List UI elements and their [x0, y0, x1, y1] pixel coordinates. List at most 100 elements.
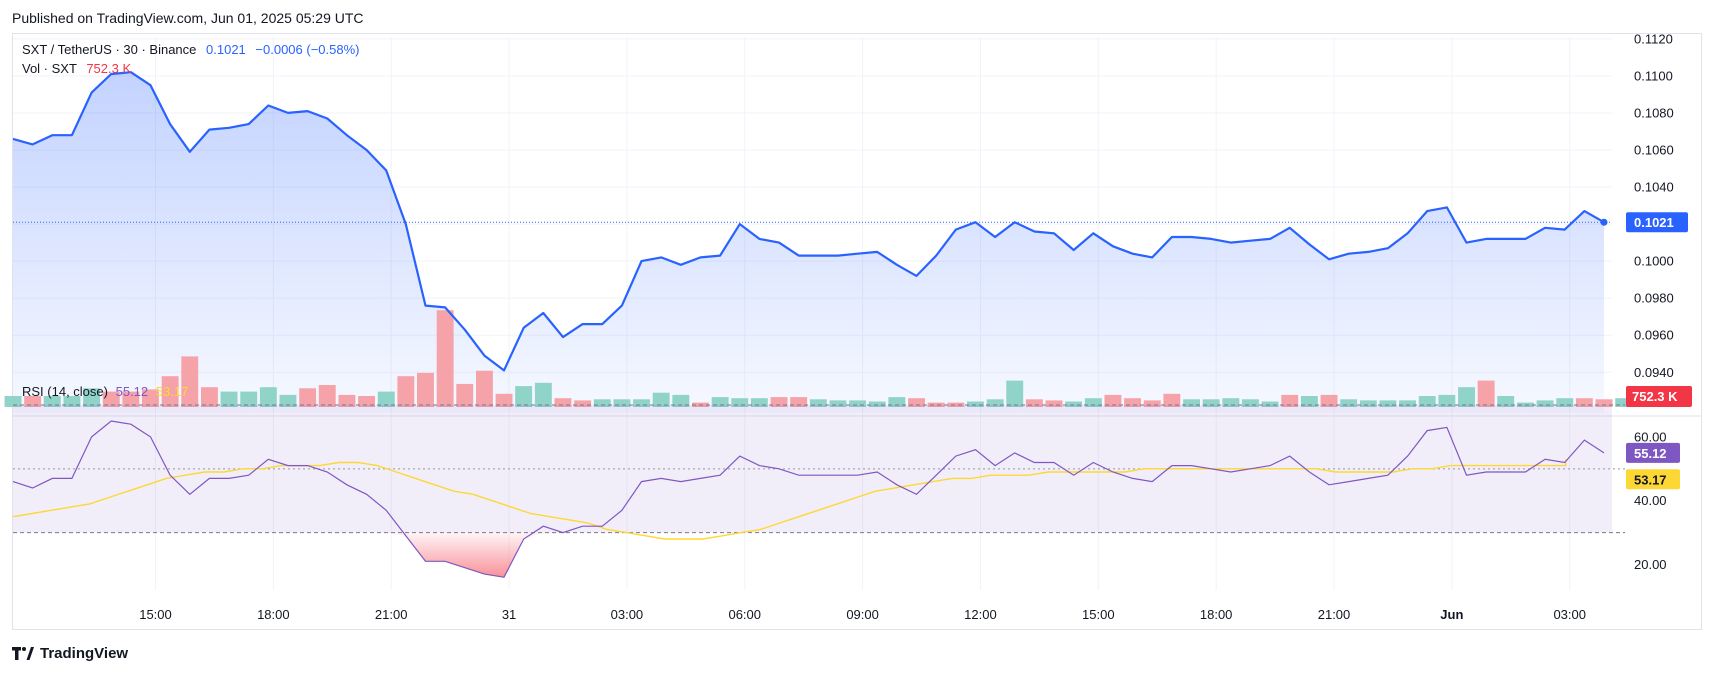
time-axis-tick: 31: [502, 607, 516, 622]
volume-bar: [1438, 394, 1456, 407]
volume-bar: [63, 396, 81, 407]
volume-bar: [299, 388, 317, 407]
volume-bar: [574, 400, 592, 407]
tradingview-logo[interactable]: TradingView: [12, 645, 128, 662]
volume-bar: [1595, 399, 1613, 407]
volume-bar: [1006, 380, 1024, 407]
time-axis-tick: 06:00: [728, 607, 761, 622]
price-axis-tick: 0.1100: [1634, 68, 1673, 83]
volume-legend: Vol · SXT 752.3 K: [22, 61, 131, 76]
volume-bar: [633, 399, 650, 407]
volume-bar: [1575, 398, 1593, 407]
volume-bar: [122, 391, 140, 407]
volume-bar: [750, 398, 768, 407]
volume-bar: [554, 398, 572, 407]
volume-bar: [102, 391, 120, 407]
volume-bar: [1300, 396, 1318, 407]
volume-bar: [1536, 400, 1554, 407]
rsi-line: [12, 420, 1605, 578]
tradingview-logo-icon: [12, 647, 34, 660]
volume-bar: [43, 396, 61, 407]
rsi-axis-tick: 20.00: [1634, 557, 1667, 572]
volume-badge-text: 752.3 K: [1632, 389, 1678, 404]
volume-bar: [770, 397, 788, 407]
volume-bar: [1359, 400, 1377, 407]
volume-bar: [515, 386, 533, 407]
time-axis-tick: 15:00: [1082, 607, 1115, 622]
volume-bar: [1418, 396, 1436, 407]
volume-bar: [456, 383, 474, 407]
chart-frame[interactable]: [12, 33, 1702, 630]
rsi-value-badge: [1626, 442, 1680, 463]
volume-bar: [240, 391, 258, 407]
volume-bar: [1340, 399, 1358, 407]
volume-bar: [967, 401, 984, 407]
volume-bar: [476, 370, 493, 407]
volume-bar: [495, 393, 513, 407]
legend-rsi-value: 55.12: [115, 384, 149, 399]
legend-price: 0.1021: [206, 42, 246, 57]
rsi-axis-tick: 40.00: [1634, 493, 1667, 508]
volume-bar: [1242, 399, 1259, 407]
last-price-dot: [1600, 218, 1608, 226]
volume-bar: [1163, 393, 1181, 407]
volume-bar: [1124, 398, 1141, 407]
rsi-axis-tick: 60.00: [1634, 429, 1667, 444]
volume-bar: [1320, 394, 1338, 407]
volume-bar: [279, 394, 297, 407]
time-axis-tick: 12:00: [964, 607, 997, 622]
volume-bar: [436, 310, 454, 407]
volume-bar: [1477, 380, 1495, 407]
time-axis-tick: 03:00: [1553, 607, 1586, 622]
volume-bar: [4, 396, 22, 407]
time-axis-tick: 09:00: [846, 607, 879, 622]
legend-volume-value: 752.3 K: [86, 61, 132, 76]
rsi-ma-badge: [1626, 469, 1680, 490]
time-axis-tick: 21:00: [1318, 607, 1351, 622]
volume-bar: [338, 394, 356, 407]
price-axis-tick: 0.0940: [1634, 365, 1674, 380]
last-price-badge-text: 0.1021: [1634, 215, 1674, 230]
volume-bar: [201, 387, 218, 407]
volume-badge: [1626, 386, 1692, 407]
tradingview-brand: TradingView: [40, 645, 129, 662]
volume-bar: [161, 376, 179, 407]
volume-bar: [1104, 394, 1122, 407]
volume-bar: [417, 372, 434, 407]
time-axis-tick: 18:00: [257, 607, 290, 622]
published-caption: Published on TradingView.com, Jun 01, 20…: [12, 10, 364, 26]
volume-bar: [318, 385, 336, 407]
volume-bar: [849, 400, 867, 407]
price-axis-tick: 0.1000: [1634, 254, 1674, 269]
volume-bar: [1202, 399, 1220, 407]
volume-bar: [927, 402, 945, 407]
volume-bar: [1261, 401, 1279, 407]
time-axis-tick: 21:00: [375, 607, 408, 622]
volume-bar: [1379, 400, 1397, 407]
price-axis-tick: 0.1040: [1634, 180, 1674, 195]
volume-bar: [731, 398, 749, 407]
legend-change: −0.0006 (−0.58%): [255, 42, 360, 57]
rsi-value-badge-text: 55.12: [1634, 446, 1667, 461]
volume-bar: [1497, 396, 1515, 407]
legend-rsi-label: RSI (14, close): [22, 384, 108, 399]
volume-bar: [888, 397, 906, 407]
rsi-oversold-fill: [386, 532, 544, 578]
volume-bar: [1143, 400, 1161, 407]
volume-bar: [1281, 394, 1299, 407]
volume-bar: [711, 397, 729, 407]
price-axis-tick: 0.1120: [1634, 31, 1673, 46]
volume-bar: [24, 396, 42, 407]
volume-bar: [259, 387, 277, 407]
rsi-legend: RSI (14, close) 55.12 53.17: [22, 384, 188, 399]
time-axis-tick: Jun: [1440, 607, 1463, 622]
volume-bar: [1399, 400, 1416, 407]
rsi-ma-line: [12, 459, 1567, 540]
volume-bar: [1222, 398, 1240, 407]
volume-bar: [868, 401, 886, 407]
price-area-fill: [13, 72, 1604, 413]
rsi-ma-badge-text: 53.17: [1634, 472, 1667, 487]
volume-bar: [1615, 398, 1633, 407]
volume-bar: [181, 356, 199, 407]
